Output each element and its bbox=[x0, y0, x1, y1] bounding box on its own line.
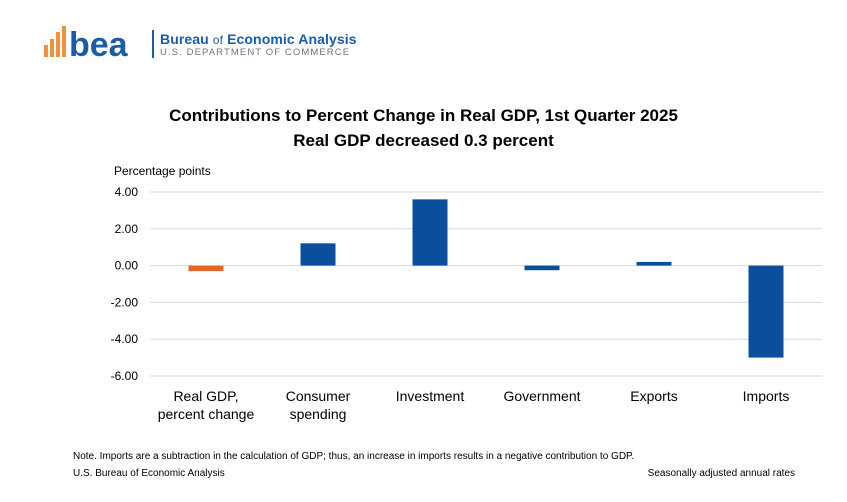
agency-name-of: of bbox=[212, 33, 224, 47]
x-category-label-line: Imports bbox=[742, 388, 790, 404]
x-category-label: Imports bbox=[706, 387, 826, 405]
agency-name: Bureau of Economic Analysis bbox=[160, 31, 357, 47]
x-category-label: Consumer spending bbox=[258, 387, 378, 423]
y-tick-label: 4.00 bbox=[115, 185, 139, 199]
y-tick-label: -6.00 bbox=[111, 369, 139, 383]
y-axis-label: Percentage points bbox=[114, 164, 211, 178]
logo-bar-1 bbox=[44, 45, 48, 57]
logo-wordmark: bea bbox=[69, 26, 129, 62]
y-tick-label: 0.00 bbox=[115, 259, 139, 273]
bar bbox=[300, 243, 336, 266]
source-text: U.S. Bureau of Economic Analysis bbox=[73, 468, 225, 479]
footnote: Note. Imports are a subtraction in the c… bbox=[73, 451, 635, 462]
bar bbox=[188, 265, 224, 272]
logo-separator bbox=[152, 30, 154, 58]
bea-logo-mark: bea bbox=[44, 26, 129, 62]
y-tick-label: 2.00 bbox=[115, 222, 139, 236]
logo-bar-2 bbox=[50, 39, 54, 57]
agency-name-part1: Bureau bbox=[160, 31, 209, 47]
x-category-label-line: percent change bbox=[157, 406, 255, 422]
department-name: U.S. DEPARTMENT OF COMMERCE bbox=[160, 47, 351, 58]
y-tick-label: -4.00 bbox=[111, 332, 139, 346]
bar bbox=[412, 199, 448, 266]
x-category-label: Investment bbox=[370, 387, 490, 405]
bar bbox=[748, 265, 784, 358]
x-category-label-line: spending bbox=[289, 406, 347, 422]
chart-title: Contributions to Percent Change in Real … bbox=[169, 106, 678, 125]
rates-text: Seasonally adjusted annual rates bbox=[647, 468, 795, 479]
x-category-label-line: Government bbox=[503, 388, 581, 404]
x-category-label: Real GDP, percent change bbox=[146, 387, 266, 423]
x-category-label-line: Consumer bbox=[285, 388, 351, 404]
agency-name-part2: Economic Analysis bbox=[227, 31, 357, 47]
x-category-label: Exports bbox=[594, 387, 714, 405]
bea-logo: bea Bureau of Economic Analysis U.S. DEP… bbox=[42, 22, 362, 62]
bar bbox=[636, 261, 672, 266]
y-tick-label: -2.00 bbox=[111, 295, 139, 309]
logo-bar-3 bbox=[56, 32, 60, 57]
x-category-label: Government bbox=[482, 387, 602, 405]
x-category-label-line: Real GDP, bbox=[173, 388, 239, 404]
x-category-label-line: Exports bbox=[630, 388, 678, 404]
bar bbox=[524, 265, 560, 271]
chart-subtitle: Real GDP decreased 0.3 percent bbox=[293, 131, 554, 150]
x-category-label-line: Investment bbox=[395, 388, 465, 404]
logo-bar-4 bbox=[62, 26, 66, 57]
